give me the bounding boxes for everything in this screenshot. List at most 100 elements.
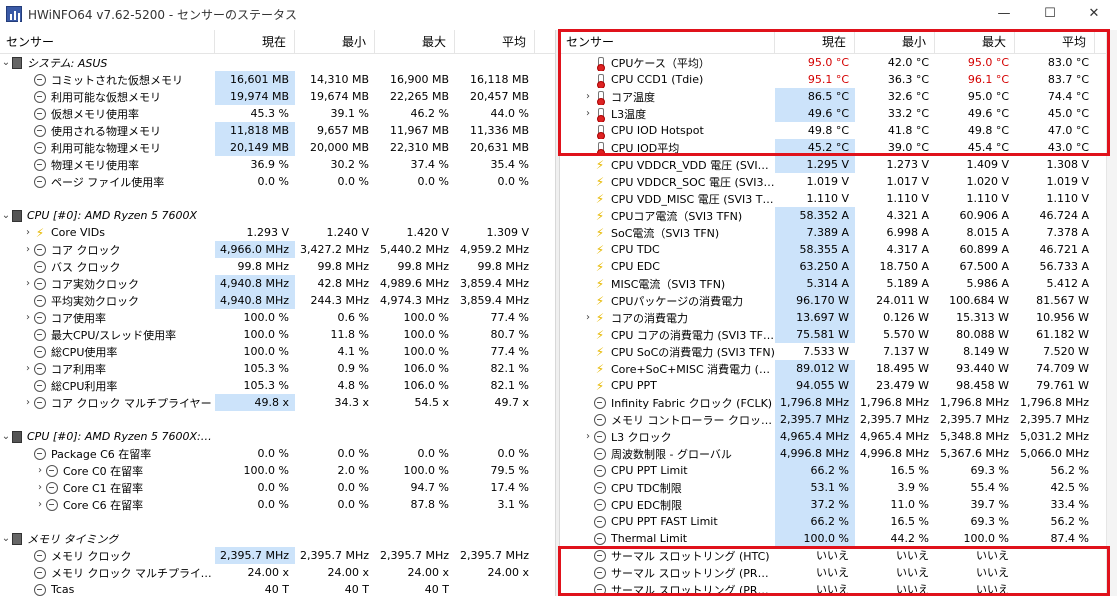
sensor-row[interactable]: 総CPU使用率 100.0 % 4.1 % 100.0 % 77.4 % (0, 343, 555, 360)
close-button[interactable]: ✕ (1088, 6, 1100, 21)
sensor-group-row[interactable]: ⌄ システム: ASUS (0, 54, 555, 71)
column-sensor[interactable]: センサー (0, 30, 215, 53)
column-max[interactable]: 最大 (935, 30, 1015, 53)
sensor-row[interactable]: › コア温度 86.5 °C 32.6 °C 95.0 °C 74.4 °C (560, 88, 1106, 105)
value-min: 1.110 V (886, 192, 929, 205)
expand-chevron-icon[interactable]: › (586, 108, 590, 119)
vertical-scrollbar[interactable] (1106, 30, 1117, 596)
sensor-row[interactable]: Tcas 40 T 40 T 40 T (0, 581, 555, 596)
sensor-row[interactable]: CPU PPT FAST Limit 66.2 % 16.5 % 69.3 % 56.2… (560, 513, 1106, 530)
sensor-row[interactable]: コミットされた仮想メモリ 16,601 MB 14,310 MB 16,900 MB 1… (0, 71, 555, 88)
expand-chevron-icon[interactable]: › (26, 397, 30, 408)
value-min: 0.6 % (337, 311, 369, 324)
sensor-row[interactable]: 周波数制限 - グローバル 4,996.8 MHz 4,996.8 MHz 5,367… (560, 445, 1106, 462)
value-current: 20,149 MB (215, 139, 295, 156)
sensor-row[interactable]: › Core C6 在留率 0.0 % 0.0 % 87.8 % 3.1 % (0, 496, 555, 513)
sensor-row[interactable]: CPU PPT Limit 66.2 % 16.5 % 69.3 % 56.2 % (560, 462, 1106, 479)
sensor-row[interactable]: Package C6 在留率 0.0 % 0.0 % 0.0 % 0.0 % (0, 445, 555, 462)
column-min[interactable]: 最小 (855, 30, 935, 53)
sensor-row[interactable]: ⚡ CPU コアの消費電力 (SVI3 TFN) 75.581 W 5.570 W 80… (560, 326, 1106, 343)
expand-chevron-icon[interactable]: › (26, 278, 30, 289)
value-current: 1,796.8 MHz (775, 394, 855, 411)
collapse-chevron-icon[interactable]: ⌄ (1, 210, 11, 221)
sensor-row[interactable]: › コア クロック 4,966.0 MHz 3,427.2 MHz 5,440.2 MH… (0, 241, 555, 258)
sensor-row[interactable]: ⚡ CPUパッケージの消費電力 96.170 W 24.011 W 100.684 W 8… (560, 292, 1106, 309)
sensor-row[interactable]: › コア使用率 100.0 % 0.6 % 100.0 % 77.4 % (0, 309, 555, 326)
collapse-chevron-icon[interactable]: ⌄ (1, 57, 11, 68)
expand-chevron-icon[interactable]: › (26, 363, 30, 374)
expand-chevron-icon[interactable]: › (586, 91, 590, 102)
sensor-row[interactable]: ⚡ SoC電流（SVI3 TFN) 7.389 A 6.998 A 8.015 A 7.3… (560, 224, 1106, 241)
sensor-row[interactable]: 最大CPU/スレッド使用率 100.0 % 11.8 % 100.0 % 80.7 % (0, 326, 555, 343)
sensor-row[interactable]: 総CPU利用率 105.3 % 4.8 % 106.0 % 82.1 % (0, 377, 555, 394)
sensor-row[interactable]: 物理メモリ使用率 36.9 % 30.2 % 37.4 % 35.4 % (0, 156, 555, 173)
sensor-row[interactable]: › コア実効クロック 4,940.8 MHz 42.8 MHz 4,989.6 MHz 3… (0, 275, 555, 292)
sensor-row[interactable]: CPU EDC制限 37.2 % 11.0 % 39.7 % 33.4 % (560, 496, 1106, 513)
sensor-group-row[interactable]: ⌄ CPU [#0]: AMD Ryzen 5 7600X (0, 207, 555, 224)
sensor-row[interactable]: ⚡ CPU VDDCR_SOC 電圧 (SVI3 TFN) 1.019 V 1.017… (560, 173, 1106, 190)
sensor-row[interactable]: ⚡ CPU SoCの消費電力 (SVI3 TFN) 7.533 W 7.137 W 8.… (560, 343, 1106, 360)
sensor-row[interactable]: › コア利用率 105.3 % 0.9 % 106.0 % 82.1 % (0, 360, 555, 377)
sensor-row[interactable]: ⚡ CPU TDC 58.355 A 4.317 A 60.899 A 46.721 A (560, 241, 1106, 258)
collapse-chevron-icon[interactable]: ⌄ (1, 533, 11, 544)
expand-chevron-icon[interactable]: › (26, 227, 30, 238)
sensor-row[interactable]: ⚡ CPU VDDCR_VDD 電圧 (SVI3 TFN)1.295 V 1.273… (560, 156, 1106, 173)
sensor-group-row[interactable]: ⌄ メモリ タイミング (0, 530, 555, 547)
sensor-row[interactable]: › コア クロック マルチプライヤー 49.8 x 34.3 x 54.5 x 49.7 … (0, 394, 555, 411)
sensor-row[interactable]: ⚡ CPU EDC 63.250 A 18.750 A 67.500 A 56.733 A (560, 258, 1106, 275)
sensor-row[interactable]: サーマル スロットリング (PROCHOT ... いいえ いいえ いいえ (560, 581, 1106, 596)
sensor-row[interactable]: CPU IOD平均 45.2 °C 39.0 °C 45.4 °C 43.0 °C (560, 139, 1106, 156)
sensor-row[interactable]: メモリ クロック マルチプライヤー 24.00 x 24.00 x 24.00 x 24… (0, 564, 555, 581)
sensor-row[interactable]: › ⚡ コアの消費電力 13.697 W 0.126 W 15.313 W 10.956 W (560, 309, 1106, 326)
sensor-row[interactable]: 使用される物理メモリ 11,818 MB 9,657 MB 11,967 MB 11,3… (0, 122, 555, 139)
sensor-row[interactable]: 利用可能な物理メモリ 20,149 MB 20,000 MB 22,310 MB 20,… (0, 139, 555, 156)
sensor-row[interactable]: ⚡ CPU VDD_MISC 電圧 (SVI3 TFN) 1.110 V 1.110 … (560, 190, 1106, 207)
maximize-button[interactable]: ☐ (1044, 6, 1056, 21)
sensor-row[interactable]: ⚡ Core+SoC+MISC 消費電力 (SVI... 89.012 W 18.49… (560, 360, 1106, 377)
column-avg[interactable]: 平均 (1015, 30, 1095, 53)
sensor-row[interactable]: › Core C1 在留率 0.0 % 0.0 % 94.7 % 17.4 % (0, 479, 555, 496)
sensor-row[interactable]: CPU IOD Hotspot 49.8 °C 41.8 °C 49.8 °C 47.0… (560, 122, 1106, 139)
sensor-row[interactable]: Infinity Fabric クロック (FCLK) 1,796.8 MHz 1,… (560, 394, 1106, 411)
expand-chevron-icon[interactable]: › (586, 312, 590, 323)
column-current[interactable]: 現在 (775, 30, 855, 53)
sensor-row[interactable]: ⚡ CPUコア電流（SVI3 TFN) 58.352 A 4.321 A 60.906 … (560, 207, 1106, 224)
collapse-chevron-icon[interactable]: ⌄ (1, 431, 11, 442)
sensor-group-row[interactable]: ⌄ CPU [#0]: AMD Ryzen 5 7600X: C-S... (0, 428, 555, 445)
sensor-row[interactable]: › L3温度 49.6 °C 33.2 °C 49.6 °C 45.0 °C (560, 105, 1106, 122)
sensor-row[interactable]: 仮想メモリ使用率 45.3 % 39.1 % 46.2 % 44.0 % (0, 105, 555, 122)
sensor-row[interactable]: ページ ファイル使用率 0.0 % 0.0 % 0.0 % 0.0 % (0, 173, 555, 190)
sensor-row[interactable]: › ⚡ Core VIDs 1.293 V 1.240 V 1.420 V 1.309 V (0, 224, 555, 241)
sensor-row[interactable]: サーマル スロットリング (PROCHOT ... いいえ いいえ いいえ (560, 564, 1106, 581)
sensor-row[interactable]: ⚡ MISC電流（SVI3 TFN) 5.314 A 5.189 A 5.986 A 5.… (560, 275, 1106, 292)
sensor-row[interactable]: バス クロック 99.8 MHz 99.8 MHz 99.8 MHz 99.8 MHz (0, 258, 555, 275)
sensor-row[interactable]: 平均実効クロック 4,940.8 MHz 244.3 MHz 4,974.3 MHz 3… (0, 292, 555, 309)
sensor-row[interactable]: サーマル スロットリング (HTC) いいえ いいえ いいえ (560, 547, 1106, 564)
sensor-row[interactable]: › Core C0 在留率 100.0 % 2.0 % 100.0 % 79.5 % (0, 462, 555, 479)
clock-icon (34, 345, 46, 358)
expand-chevron-icon[interactable]: › (38, 465, 42, 476)
sensor-row[interactable]: CPUケース（平均） 95.0 °C 42.0 °C 95.0 °C 83.0 °C (560, 54, 1106, 71)
value-current: いいえ (816, 566, 849, 579)
sensor-row[interactable]: 利用可能な仮想メモリ 19,974 MB 19,674 MB 22,265 MB 20,… (0, 88, 555, 105)
column-avg[interactable]: 平均 (455, 30, 535, 53)
sensor-label: Package C6 在留率 (51, 447, 152, 461)
sensor-row[interactable]: ⚡ CPU PPT 94.055 W 23.479 W 98.458 W 79.761 W (560, 377, 1106, 394)
column-max[interactable]: 最大 (375, 30, 455, 53)
column-sensor[interactable]: センサー (560, 30, 775, 53)
expand-chevron-icon[interactable]: › (38, 482, 42, 493)
expand-chevron-icon[interactable]: › (586, 431, 590, 442)
minimize-button[interactable]: — (997, 6, 1011, 21)
sensor-row[interactable]: › L3 クロック 4,965.4 MHz 4,965.4 MHz 5,348.8 MH… (560, 428, 1106, 445)
expand-chevron-icon[interactable]: › (26, 312, 30, 323)
column-current[interactable]: 現在 (215, 30, 295, 53)
expand-chevron-icon[interactable]: › (38, 499, 42, 510)
sensor-row[interactable]: Thermal Limit 100.0 % 44.2 % 100.0 % 87.4 % (560, 530, 1106, 547)
expand-chevron-icon[interactable]: › (26, 244, 30, 255)
sensor-row[interactable]: メモリ クロック 2,395.7 MHz 2,395.7 MHz 2,395.7 MH… (0, 547, 555, 564)
sensor-row[interactable]: メモリ コントローラー クロック（UCLK...2,395.7 MHz2,395… (560, 411, 1106, 428)
sensor-row[interactable]: CPU CCD1 (Tdie) 95.1 °C 36.3 °C 96.1 °C 83.7… (560, 71, 1106, 88)
sensor-row[interactable]: CPU TDC制限 53.1 % 3.9 % 55.4 % 42.5 % (560, 479, 1106, 496)
pane-splitter[interactable] (555, 30, 560, 596)
column-min[interactable]: 最小 (295, 30, 375, 53)
